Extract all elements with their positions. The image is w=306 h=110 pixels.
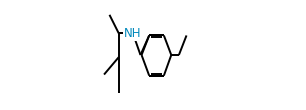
Text: NH: NH <box>124 27 142 40</box>
